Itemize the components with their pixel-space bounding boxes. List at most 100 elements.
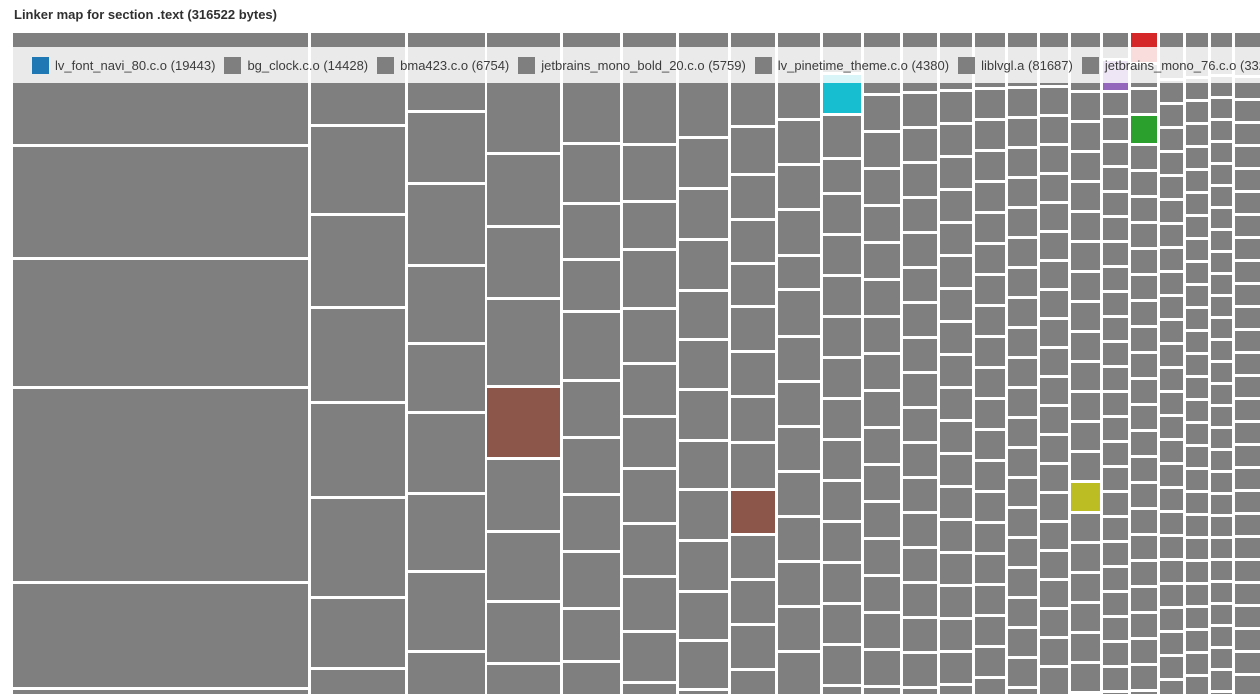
treemap-cell[interactable] — [563, 313, 620, 379]
treemap-cell[interactable] — [13, 260, 308, 386]
treemap-cell[interactable] — [864, 466, 900, 500]
treemap-cell[interactable] — [1160, 465, 1183, 486]
treemap-cell[interactable] — [1008, 509, 1037, 536]
treemap-cell[interactable] — [1235, 676, 1260, 694]
treemap-cell[interactable] — [1103, 143, 1128, 165]
treemap-cell[interactable] — [1235, 285, 1260, 305]
treemap-cell[interactable] — [1211, 627, 1232, 646]
treemap-cell[interactable] — [487, 665, 560, 694]
treemap-cell[interactable] — [823, 441, 861, 479]
treemap-cell[interactable] — [1103, 593, 1128, 615]
treemap-cell[interactable] — [940, 125, 972, 155]
treemap-cell[interactable] — [1103, 318, 1128, 340]
treemap-cell[interactable] — [940, 455, 972, 485]
treemap-cell[interactable] — [1131, 276, 1157, 299]
treemap-cell[interactable] — [1103, 643, 1128, 665]
treemap-cell[interactable] — [1186, 562, 1208, 582]
treemap-cell[interactable] — [731, 265, 775, 305]
treemap-cell[interactable] — [1131, 380, 1157, 403]
treemap-cell[interactable] — [1040, 523, 1068, 549]
treemap-cell[interactable] — [1008, 539, 1037, 566]
treemap-cell[interactable] — [1211, 385, 1232, 404]
treemap-cell[interactable] — [823, 359, 861, 397]
treemap-cell[interactable] — [1211, 297, 1232, 316]
treemap-cell[interactable] — [1131, 146, 1157, 169]
treemap-cell[interactable] — [731, 398, 775, 441]
treemap-cell[interactable] — [778, 166, 820, 208]
treemap-cell[interactable] — [903, 689, 937, 694]
treemap-cell[interactable] — [1160, 489, 1183, 510]
treemap-cell[interactable] — [1186, 447, 1208, 467]
treemap-cell[interactable] — [563, 553, 620, 607]
treemap-cell[interactable] — [1211, 209, 1232, 228]
treemap-cell[interactable] — [1160, 513, 1183, 534]
treemap-cell[interactable] — [903, 444, 937, 476]
treemap-cell[interactable] — [1131, 172, 1157, 195]
treemap-cell[interactable] — [1071, 93, 1100, 120]
treemap-cell[interactable] — [1211, 539, 1232, 558]
treemap-cell[interactable] — [311, 127, 405, 213]
treemap-cell[interactable] — [975, 369, 1005, 397]
treemap-cell[interactable] — [1211, 671, 1232, 690]
treemap-cell[interactable] — [1211, 231, 1232, 250]
treemap-cell[interactable] — [1040, 88, 1068, 114]
treemap-cell[interactable] — [408, 495, 485, 570]
treemap-cell[interactable] — [623, 365, 676, 415]
treemap-cell[interactable] — [1235, 147, 1260, 167]
treemap-cell[interactable] — [864, 540, 900, 574]
treemap-cell[interactable] — [823, 523, 861, 561]
treemap-cell[interactable] — [823, 605, 861, 643]
treemap-cell[interactable] — [1131, 224, 1157, 247]
treemap-cell[interactable] — [487, 603, 560, 662]
treemap-cell[interactable] — [940, 191, 972, 221]
treemap-cell[interactable] — [1211, 649, 1232, 668]
treemap-cell[interactable] — [563, 663, 620, 694]
treemap-cell[interactable] — [1186, 378, 1208, 398]
treemap-cell[interactable] — [1186, 424, 1208, 444]
treemap-cell[interactable] — [1008, 209, 1037, 236]
treemap-cell[interactable] — [311, 670, 405, 694]
treemap-cell[interactable] — [1071, 574, 1100, 601]
treemap-cell[interactable] — [1186, 171, 1208, 191]
treemap-cell[interactable] — [1103, 368, 1128, 390]
treemap-cell[interactable] — [1186, 332, 1208, 352]
treemap-cell[interactable] — [940, 389, 972, 419]
treemap-cell[interactable] — [1103, 293, 1128, 315]
treemap-cell[interactable] — [823, 236, 861, 274]
treemap-cell[interactable] — [1160, 225, 1183, 246]
treemap-cell[interactable] — [679, 442, 728, 488]
treemap-cell[interactable] — [1235, 653, 1260, 673]
treemap-cell[interactable] — [903, 514, 937, 546]
treemap-cell[interactable] — [1160, 345, 1183, 366]
treemap-cell[interactable] — [940, 686, 972, 694]
treemap-cell[interactable] — [1040, 117, 1068, 143]
treemap-cell[interactable] — [1211, 341, 1232, 360]
treemap-cell[interactable] — [778, 653, 820, 694]
treemap-cell[interactable] — [903, 409, 937, 441]
treemap-cell[interactable] — [1186, 516, 1208, 536]
treemap-cell[interactable] — [408, 653, 485, 694]
treemap-cell[interactable] — [13, 690, 308, 694]
treemap-cell[interactable] — [679, 139, 728, 187]
treemap-cell[interactable] — [1131, 116, 1157, 143]
treemap-cell[interactable] — [975, 400, 1005, 428]
treemap-cell[interactable] — [1235, 101, 1260, 121]
treemap-cell[interactable] — [1160, 585, 1183, 606]
treemap-cell[interactable] — [1186, 286, 1208, 306]
treemap-cell[interactable] — [864, 281, 900, 315]
treemap-cell[interactable] — [778, 563, 820, 605]
treemap-cell[interactable] — [823, 195, 861, 233]
treemap-cell[interactable] — [903, 584, 937, 616]
treemap-cell[interactable] — [1211, 407, 1232, 426]
treemap-cell[interactable] — [1235, 124, 1260, 144]
treemap-cell[interactable] — [1186, 401, 1208, 421]
treemap-cell[interactable] — [1040, 378, 1068, 404]
treemap-cell[interactable] — [563, 496, 620, 550]
treemap-cell[interactable] — [563, 205, 620, 258]
treemap-cell[interactable] — [1186, 240, 1208, 260]
treemap-cell[interactable] — [1235, 561, 1260, 581]
treemap-cell[interactable] — [1071, 664, 1100, 691]
treemap-cell[interactable] — [940, 653, 972, 683]
treemap-cell[interactable] — [1008, 119, 1037, 146]
treemap-cell[interactable] — [1211, 451, 1232, 470]
